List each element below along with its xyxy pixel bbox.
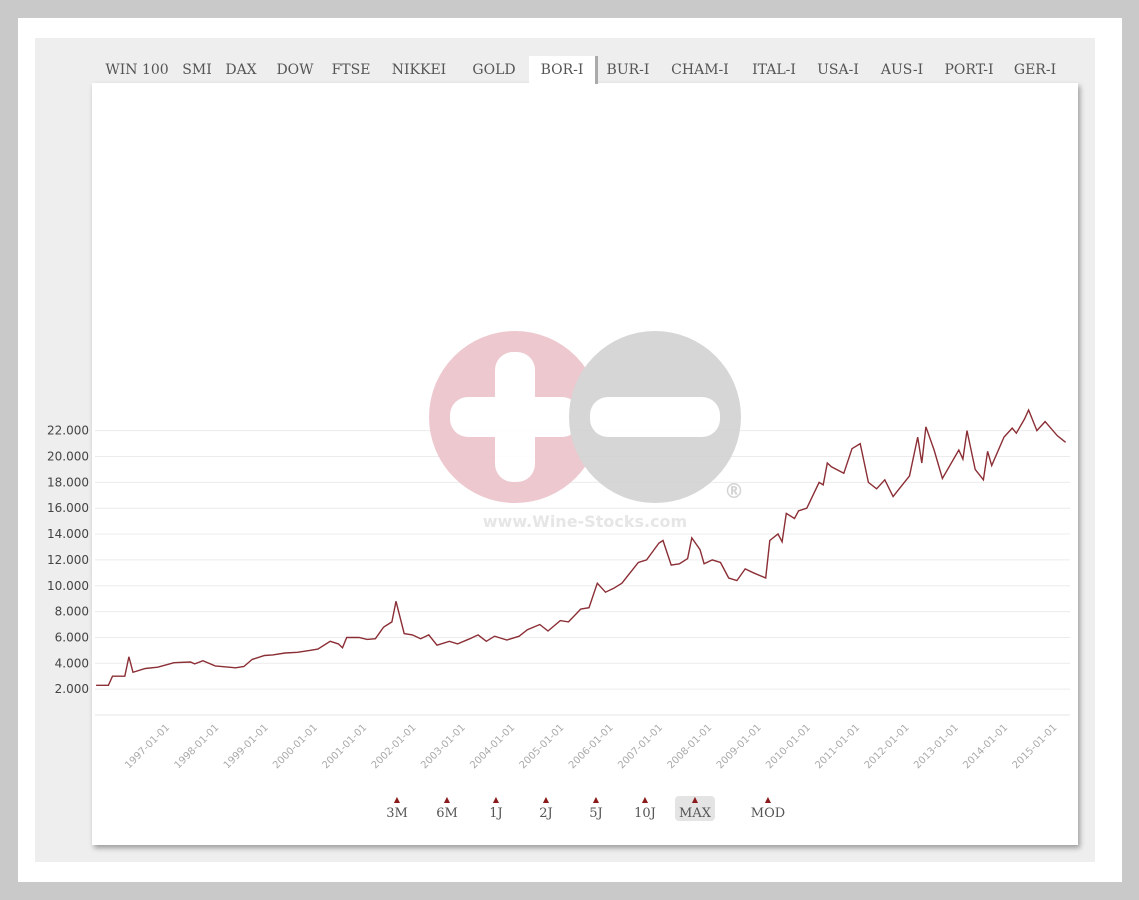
tab-bur-i[interactable]: BUR-I: [606, 62, 650, 78]
x-tick-label: 2014-01-01: [961, 722, 1010, 771]
range-label: MAX: [679, 806, 711, 821]
tab-gold[interactable]: GOLD: [472, 62, 516, 78]
marker-icon: ▲: [492, 795, 500, 804]
range-label: 3M: [386, 806, 408, 821]
x-tick-label: 2002-01-01: [370, 722, 419, 771]
x-tick-label: 2008-01-01: [666, 722, 715, 771]
marker-icon: ▲: [691, 795, 699, 804]
range-button-10j[interactable]: ▲ 10J: [625, 795, 665, 822]
y-tick-label: 22.000: [47, 424, 89, 438]
y-tick-label: 8.000: [55, 605, 89, 619]
x-tick-label: 1997-01-01: [123, 722, 172, 771]
range-button-5j[interactable]: ▲ 5J: [576, 795, 616, 822]
watermark-logo: ® www.Wine-Stocks.com: [429, 331, 744, 531]
marker-icon: ▲: [764, 795, 772, 804]
svg-text:www.Wine-Stocks.com: www.Wine-Stocks.com: [483, 512, 687, 531]
x-tick-label: 2007-01-01: [616, 722, 665, 771]
tab-cham-i[interactable]: CHAM-I: [671, 62, 729, 78]
range-label: 6M: [436, 806, 458, 821]
tab-dow[interactable]: DOW: [276, 62, 314, 78]
marker-icon: ▲: [542, 795, 550, 804]
series-line: [96, 408, 1067, 686]
x-tick-label: 2009-01-01: [715, 722, 764, 771]
x-tick-label: 2000-01-01: [271, 722, 320, 771]
range-label: MOD: [750, 806, 786, 821]
tab-usa-i[interactable]: USA-I: [817, 62, 859, 78]
range-button-6m[interactable]: ▲ 6M: [427, 795, 467, 822]
range-button-1j[interactable]: ▲ 1J: [476, 795, 516, 822]
x-tick-label: 1999-01-01: [222, 722, 271, 771]
tab-win-100[interactable]: WIN 100: [105, 62, 169, 78]
tab-ital-i[interactable]: ITAL-I: [752, 62, 796, 78]
y-tick-label: 10.000: [47, 579, 89, 593]
x-tick-label: 2012-01-01: [863, 722, 912, 771]
marker-icon: ▲: [641, 795, 649, 804]
y-tick-label: 18.000: [47, 475, 89, 489]
y-tick-label: 4.000: [55, 656, 89, 670]
y-tick-label: 14.000: [47, 527, 89, 541]
y-tick-label: 12.000: [47, 553, 89, 567]
x-tick-label: 2001-01-01: [320, 722, 369, 771]
y-tick-label: 6.000: [55, 630, 89, 644]
tab-nikkei[interactable]: NIKKEI: [391, 62, 447, 78]
x-tick-label: 2005-01-01: [518, 722, 567, 771]
range-button-2j[interactable]: ▲ 2J: [526, 795, 566, 822]
range-label: 10J: [634, 806, 656, 821]
index-tabs: WIN 100 SMI DAX DOW FTSE NIKKEI GOLD BOR-I BUR-I…: [95, 56, 1066, 84]
range-label: 5J: [589, 806, 603, 821]
tab-aus-i[interactable]: AUS-I: [880, 62, 924, 78]
x-tick-label: 2004-01-01: [468, 722, 517, 771]
tab-smi[interactable]: SMI: [182, 62, 212, 78]
y-tick-label: 16.000: [47, 501, 89, 515]
x-tick-label: 2013-01-01: [912, 722, 961, 771]
tab-bor-i[interactable]: BOR-I: [529, 56, 598, 84]
range-button-max[interactable]: ▲ MAX: [675, 796, 715, 821]
y-tick-label: 20.000: [47, 450, 89, 464]
x-tick-label: 2003-01-01: [419, 722, 468, 771]
x-tick-label: 2015-01-01: [1011, 722, 1060, 771]
y-tick-label: 2.000: [55, 682, 89, 696]
marker-icon: ▲: [443, 795, 451, 804]
svg-text:®: ®: [724, 479, 744, 503]
range-label: 2J: [539, 806, 553, 821]
range-label: 1J: [489, 806, 503, 821]
tab-dax[interactable]: DAX: [225, 62, 257, 78]
x-tick-label: 1998-01-01: [173, 722, 222, 771]
tab-port-i[interactable]: PORT-I: [944, 62, 994, 78]
marker-icon: ▲: [393, 795, 401, 804]
range-button-mod[interactable]: ▲ MOD: [748, 795, 788, 822]
tab-ftse[interactable]: FTSE: [331, 62, 371, 78]
x-tick-label: 2010-01-01: [764, 722, 813, 771]
x-tick-label: 2011-01-01: [813, 722, 862, 771]
marker-icon: ▲: [592, 795, 600, 804]
range-button-3m[interactable]: ▲ 3M: [377, 795, 417, 822]
range-selector: ▲ 3M ▲ 6M ▲ 1J ▲ 2J ▲ 5J ▲ 10J ▲ MAX ▲ MOD: [0, 796, 1139, 836]
tab-ger-i[interactable]: GER-I: [1013, 62, 1057, 78]
x-tick-label: 2006-01-01: [567, 722, 616, 771]
